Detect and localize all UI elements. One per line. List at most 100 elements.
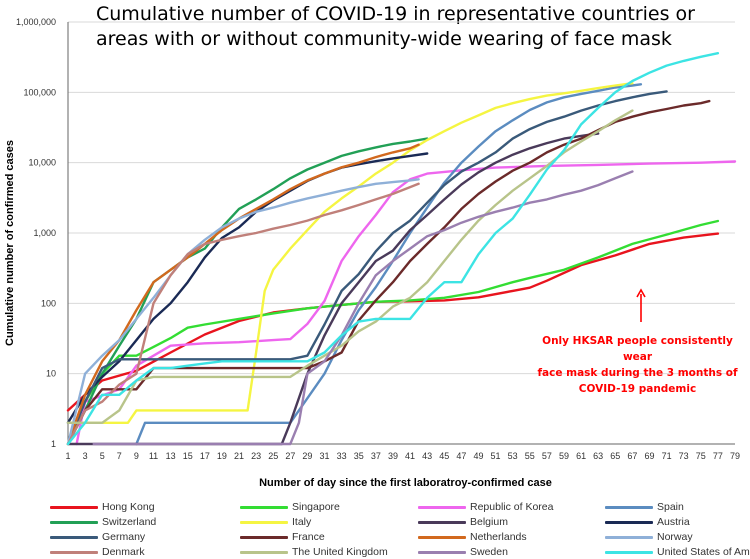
legend-swatch (50, 535, 98, 539)
legend-item: Italy (240, 515, 311, 529)
x-tick-label: 51 (491, 451, 501, 461)
x-tick-label: 33 (337, 451, 347, 461)
legend-item: Denmark (50, 545, 145, 559)
legend-item: Austria (605, 515, 690, 529)
y-tick-label: 1,000 (33, 228, 56, 238)
annotation-text: Only HKSAR people consistently wear face… (535, 333, 740, 397)
x-tick-label: 1 (65, 451, 70, 461)
x-tick-label: 43 (422, 451, 432, 461)
series-line-norway (66, 178, 420, 446)
legend-swatch (418, 535, 466, 539)
legend-label: Hong Kong (102, 501, 155, 513)
legend-item: Republic of Korea (418, 500, 553, 514)
x-tick-label: 69 (644, 451, 654, 461)
x-tick-label: 23 (251, 451, 261, 461)
x-tick-label: 55 (525, 451, 535, 461)
legend-swatch (50, 550, 98, 554)
series-line-netherlands (66, 143, 420, 446)
x-axis-label: Number of day since the first laboratroy… (259, 477, 552, 489)
x-tick-label: 7 (117, 451, 122, 461)
series-line-austria (66, 152, 429, 424)
x-tick-label: 75 (696, 451, 706, 461)
legend-label: Netherlands (470, 531, 527, 543)
legend-swatch (240, 505, 288, 509)
legend-item: The United Kingdom (240, 545, 388, 559)
legend-item: Netherlands (418, 530, 527, 544)
x-tick-label: 47 (456, 451, 466, 461)
legend-label: Germany (102, 531, 146, 543)
legend-swatch (605, 550, 653, 554)
y-tick-label: 10 (46, 369, 56, 379)
series-line-belgium (66, 132, 600, 446)
legend-label: France (292, 531, 325, 543)
series-line-united-states-of-america (66, 52, 720, 446)
x-tick-label: 63 (593, 451, 603, 461)
x-tick-label: 3 (83, 451, 88, 461)
x-tick-label: 29 (302, 451, 312, 461)
x-tick-label: 21 (234, 451, 244, 461)
x-tick-label: 61 (576, 451, 586, 461)
legend-label: Switzerland (102, 516, 157, 528)
legend-swatch (50, 505, 98, 509)
x-tick-label: 41 (405, 451, 415, 461)
series-line-switzerland (66, 137, 429, 446)
x-tick-label: 73 (679, 451, 689, 461)
legend-label: Spain (657, 501, 684, 513)
series-line-germany (66, 90, 668, 446)
x-tick-label: 71 (662, 451, 672, 461)
legend-label: Austria (657, 516, 690, 528)
y-axis-label: Cumulative number of confirmed cases (4, 140, 16, 346)
legend-item: Spain (605, 500, 684, 514)
series-line-italy (66, 82, 634, 424)
x-tick-label: 25 (268, 451, 278, 461)
y-tick-label: 100 (41, 298, 56, 308)
legend-item: Norway (605, 530, 693, 544)
legend-label: Denmark (102, 546, 145, 558)
legend-swatch (605, 505, 653, 509)
series-line-republic-of-korea (75, 160, 737, 446)
x-tick-label: 19 (217, 451, 227, 461)
x-tick-label: 5 (100, 451, 105, 461)
legend-item: Germany (50, 530, 145, 544)
chart-title: Cumulative number of COVID-19 in represe… (96, 3, 695, 50)
x-tick-label: 39 (388, 451, 398, 461)
arrow-head (636, 288, 646, 298)
legend-swatch (240, 535, 288, 539)
legend-swatch (240, 550, 288, 554)
legend-label: Republic of Korea (470, 501, 554, 513)
x-tick-label: 15 (183, 451, 193, 461)
y-tick-label: 10,000 (28, 158, 56, 168)
x-tick-label: 31 (320, 451, 330, 461)
x-tick-label: 37 (371, 451, 381, 461)
legend-item: Sweden (418, 545, 508, 559)
x-tick-label: 17 (200, 451, 210, 461)
y-tick-label: 100,000 (23, 87, 56, 97)
x-tick-label: 57 (542, 451, 552, 461)
x-tick-label: 9 (134, 451, 139, 461)
x-tick-label: 53 (508, 451, 518, 461)
y-tick-label: 1 (51, 439, 56, 449)
legend-item: France (240, 530, 325, 544)
legend-label: Sweden (470, 546, 508, 558)
legend-item: United States of America (605, 545, 750, 559)
x-tick-label: 35 (354, 451, 364, 461)
x-tick-label: 67 (627, 451, 637, 461)
legend-label: Italy (292, 516, 312, 528)
annotation-line-1: Only HKSAR people consistently wear (542, 335, 733, 363)
legend-swatch (418, 505, 466, 509)
x-tick-label: 79 (730, 451, 740, 461)
x-tick-label: 11 (149, 451, 158, 461)
x-tick-label: 45 (439, 451, 449, 461)
x-tick-label: 59 (559, 451, 569, 461)
x-tick-label: 13 (166, 451, 176, 461)
legend-label: Singapore (292, 501, 340, 513)
legend-label: United States of America (657, 546, 750, 558)
x-tick-label: 77 (713, 451, 723, 461)
annotation-line-2: face mask during the 3 months of (537, 367, 738, 379)
series-line-denmark (66, 182, 420, 446)
legend-item: Belgium (418, 515, 508, 529)
legend-swatch (605, 535, 653, 539)
series-lines (66, 52, 737, 446)
